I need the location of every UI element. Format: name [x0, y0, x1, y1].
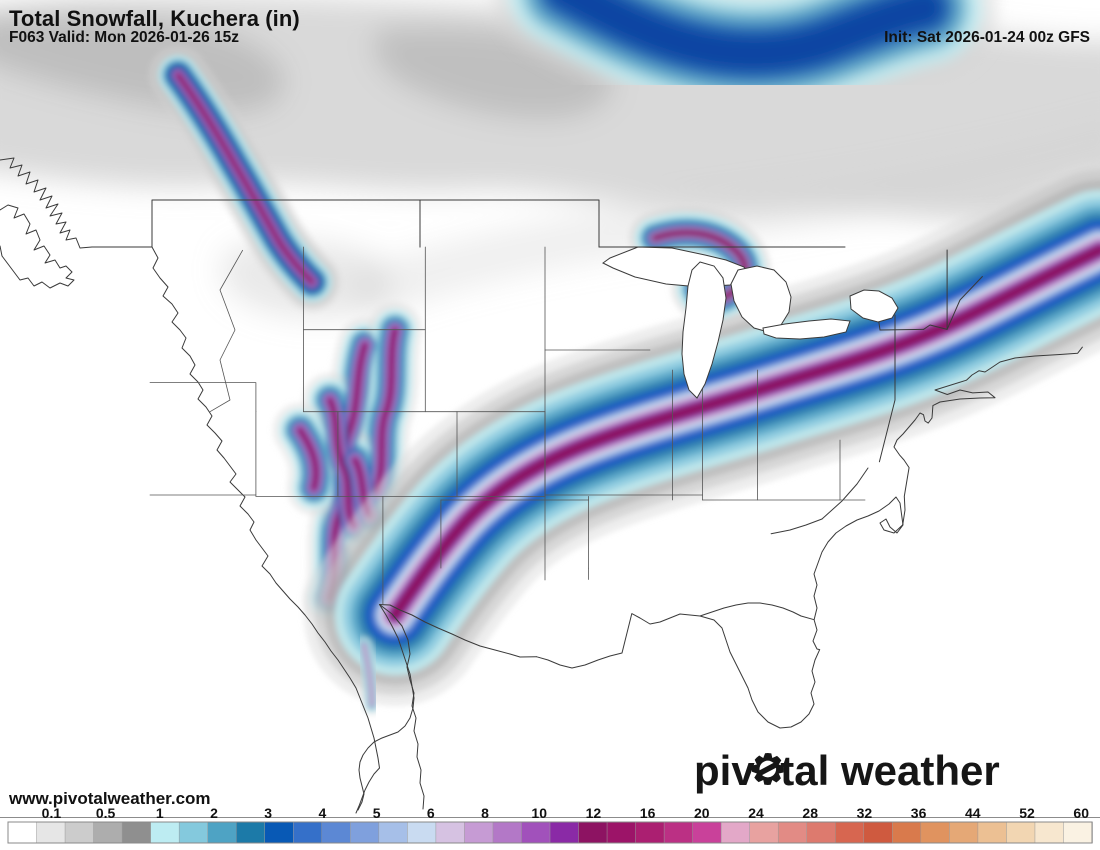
- svg-text:piv: piv: [694, 747, 755, 794]
- svg-text:tal weather: tal weather: [780, 747, 999, 794]
